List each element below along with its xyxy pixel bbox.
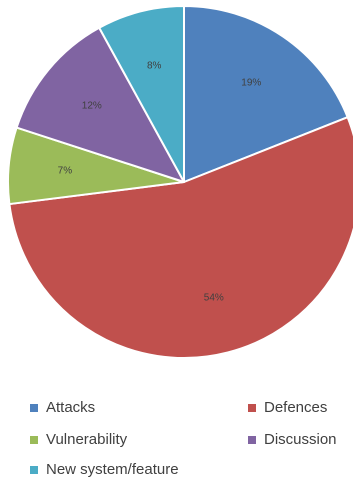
legend-label-attacks: Attacks [46,399,96,416]
legend-label-defences: Defences [264,399,328,416]
legend-item-defences: Defences [248,399,327,416]
legend-item-vulnerability: Vulnerability [30,431,127,448]
legend-label-new-system-feature: New system/feature [46,461,179,478]
legend: Attacks Defences Vulnerability Discussio… [0,393,353,483]
legend-swatch-defences [248,403,256,412]
data-label-new-system-feature: 8% [147,61,162,72]
pie-slice-new-system-feature [98,5,185,183]
data-label-vulnerability: 7% [58,165,73,176]
legend-swatch-discussion [248,435,256,444]
legend-swatch-attacks [30,403,38,412]
legend-label-vulnerability: Vulnerability [46,431,128,448]
legend-item-discussion: Discussion [248,431,337,448]
data-label-attacks: 19% [241,78,261,89]
legend-label-discussion: Discussion [264,431,337,448]
pie-slice-attacks [183,5,349,183]
legend-item-attacks: Attacks [30,399,95,416]
pie-slice-discussion [15,26,185,183]
legend-swatch-vulnerability [30,435,38,444]
legend-swatch-new-system-feature [30,465,38,474]
legend-item-new-system-feature: New system/feature [30,461,179,478]
pie-slice-defences [8,116,353,359]
data-label-discussion: 12% [82,100,102,111]
data-label-defences: 54% [204,293,224,304]
pie-chart: 19% 54% 7% 12% 8% [7,5,353,359]
